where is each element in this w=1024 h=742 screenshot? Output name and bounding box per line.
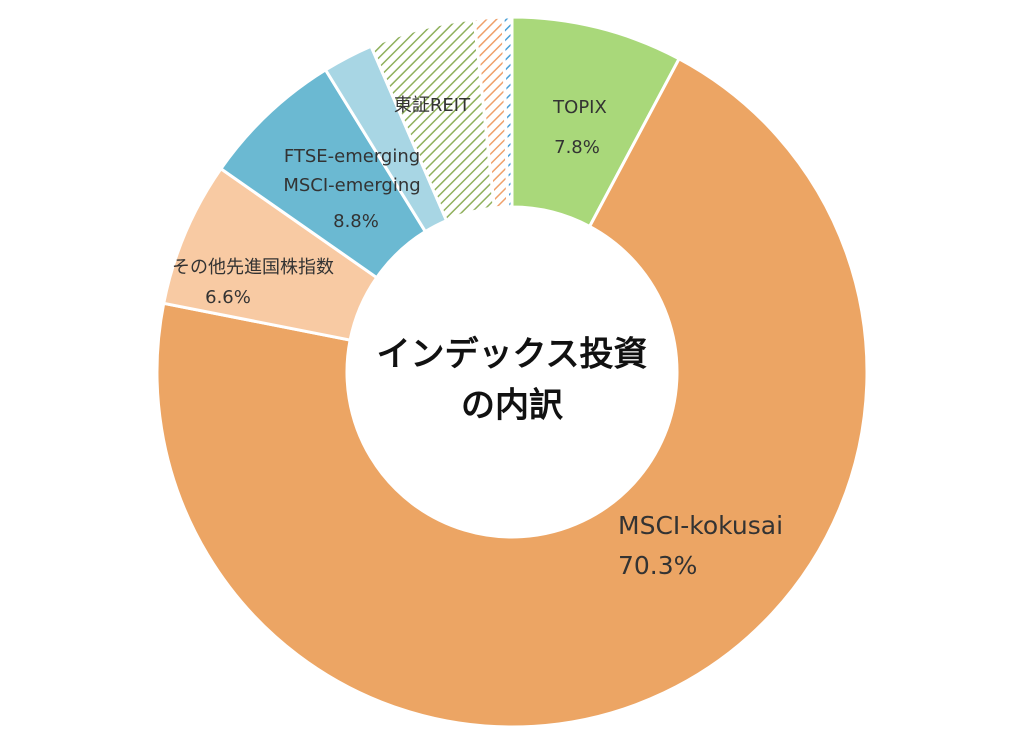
value-label: 6.6%: [205, 287, 251, 308]
value-label: 7.8%: [554, 137, 600, 158]
slice-label: TOPIX: [552, 97, 607, 118]
slice-label: FTSE-emerging: [284, 146, 420, 167]
donut-slice: [155, 56, 869, 729]
chart-title: インデックス投資: [377, 335, 648, 375]
chart-title: の内訳: [461, 386, 564, 426]
slice-label: 東証REIT: [394, 95, 471, 116]
donut-slice: [501, 15, 514, 209]
value-label: 70.3%: [618, 551, 697, 580]
slice-label: その他先進国株指数: [172, 257, 334, 278]
group-value-label: 8.8%: [333, 211, 379, 232]
slice-label: MSCI-emerging: [283, 175, 420, 196]
slice-label: MSCI-kokusai: [618, 511, 783, 540]
